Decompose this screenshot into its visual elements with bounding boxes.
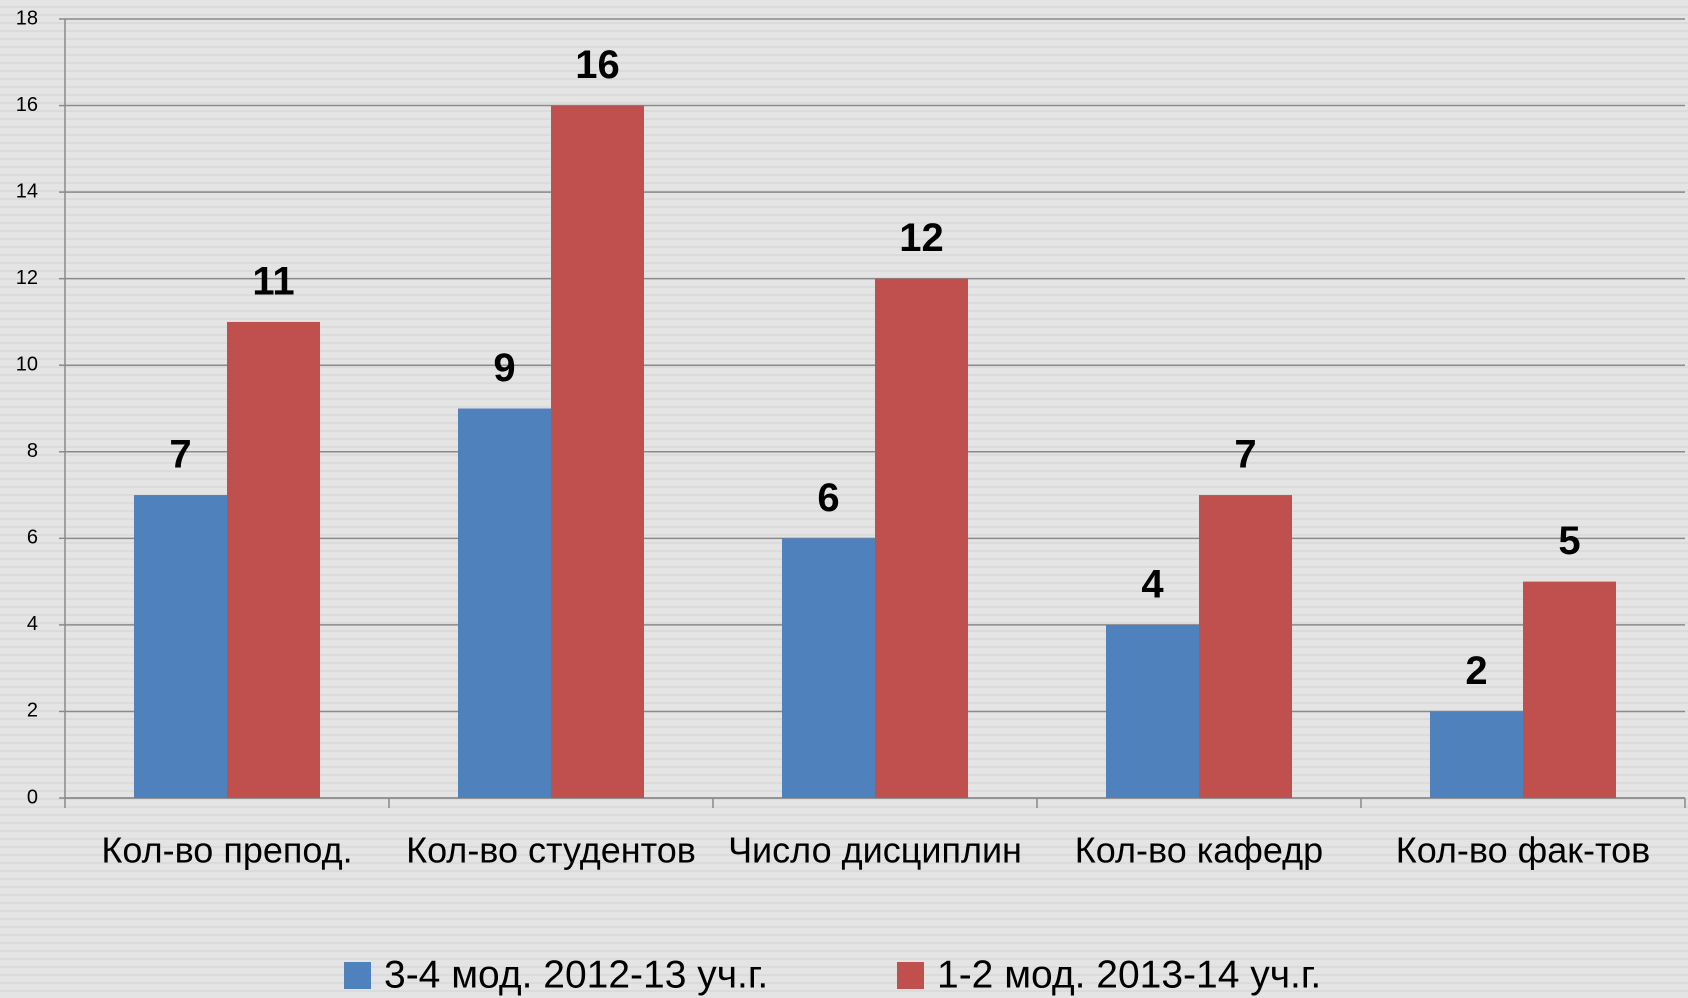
data-label: 11 <box>252 260 294 304</box>
x-tick-label: Число дисциплин <box>728 830 1022 871</box>
bar <box>458 408 551 798</box>
legend-label: 1-2 мод. 2013-14 уч.г. <box>937 953 1321 996</box>
bar <box>551 105 644 799</box>
bar <box>1430 711 1523 798</box>
y-tick-label: 6 <box>27 527 38 549</box>
data-label: 12 <box>899 216 944 260</box>
data-label: 6 <box>817 476 839 520</box>
y-tick-label: 18 <box>16 7 38 29</box>
data-label: 16 <box>575 43 620 87</box>
y-tick-label: 2 <box>27 700 38 722</box>
bar <box>227 321 320 798</box>
bar <box>1523 581 1616 798</box>
x-tick-label: Кол-во студентов <box>406 830 696 871</box>
y-tick-label: 8 <box>27 440 38 462</box>
data-label: 2 <box>1465 649 1487 693</box>
x-tick-label: Кол-во фак-тов <box>1396 830 1651 871</box>
bar <box>134 495 227 798</box>
legend-swatch <box>344 962 371 989</box>
data-label: 7 <box>1234 433 1256 477</box>
y-tick-label: 0 <box>27 786 38 808</box>
bar <box>1106 624 1199 798</box>
y-tick-label: 10 <box>16 354 38 376</box>
y-tick-label: 12 <box>16 267 38 289</box>
data-label: 7 <box>169 433 191 477</box>
data-label: 4 <box>1141 562 1164 606</box>
y-tick-label: 4 <box>27 613 38 635</box>
x-tick-label: Кол-во препод. <box>101 830 352 871</box>
data-label: 5 <box>1558 519 1580 563</box>
y-tick-label: 16 <box>16 94 38 116</box>
legend-swatch <box>897 962 924 989</box>
y-tick-label: 14 <box>16 180 38 202</box>
data-label: 9 <box>493 346 515 390</box>
bar <box>782 538 875 798</box>
legend-label: 3-4 мод. 2012-13 уч.г. <box>384 953 768 996</box>
bar <box>1199 495 1292 798</box>
x-tick-label: Кол-во кафедр <box>1075 830 1323 871</box>
bar <box>875 278 968 799</box>
